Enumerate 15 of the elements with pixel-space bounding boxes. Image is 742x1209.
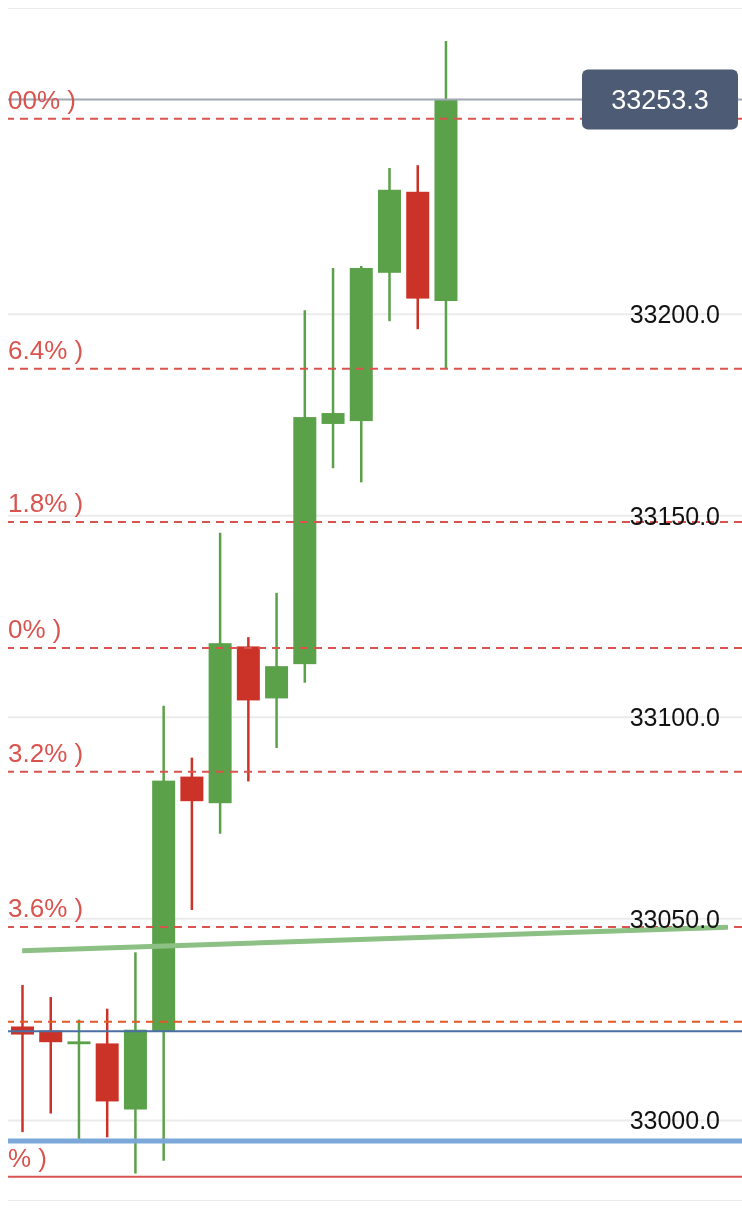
y-tick-label: 33050.0: [629, 904, 720, 933]
annotation: 33253.3: [611, 85, 709, 116]
annotation: 0% ): [8, 614, 62, 645]
annotation: 6.4% ): [8, 334, 84, 365]
y-tick-label: 33100.0: [629, 703, 720, 732]
candlestick: [67, 1018, 91, 1141]
candlestick: [321, 266, 345, 470]
y-tick-label: 33150.0: [629, 501, 720, 530]
annotation: 1.8% ): [8, 487, 84, 518]
annotation: 00% ): [8, 84, 76, 115]
annotation: % ): [8, 1142, 47, 1173]
annotation: 3.6% ): [8, 892, 84, 923]
y-tick-label: 33000.0: [629, 1106, 720, 1135]
annotation: 3.2% ): [8, 737, 84, 768]
y-tick-label: 33200.0: [629, 300, 720, 329]
